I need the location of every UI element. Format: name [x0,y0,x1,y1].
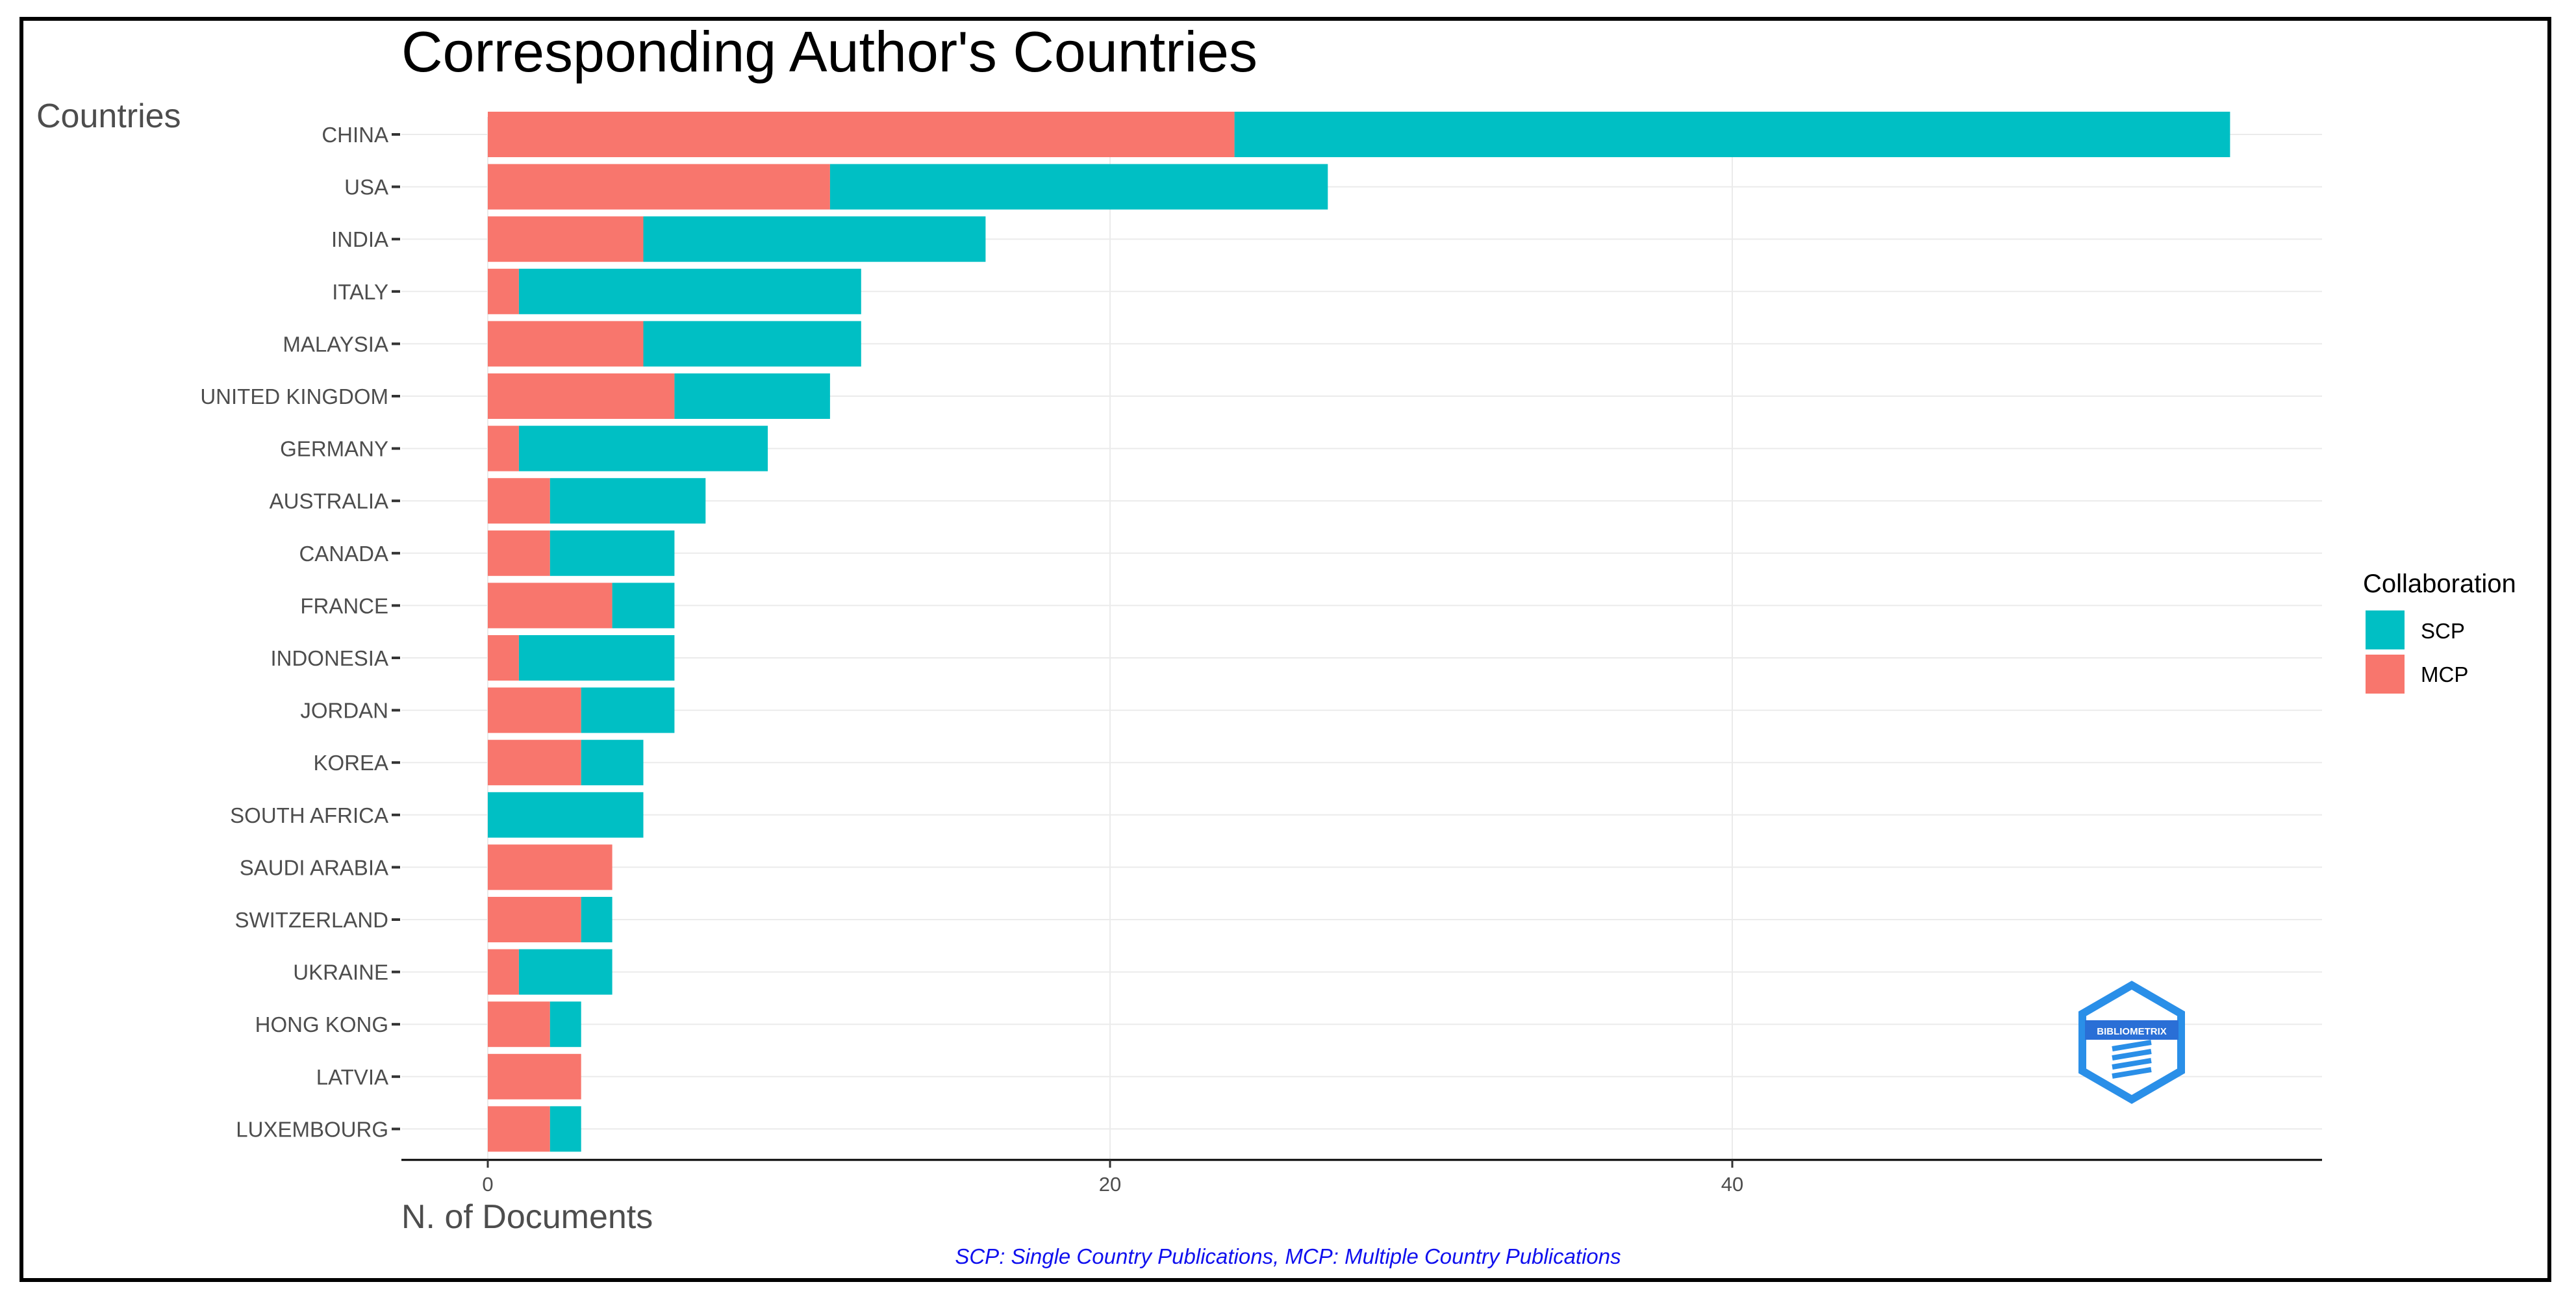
bar-scp [612,583,675,629]
bar-mcp [488,1053,581,1099]
bar-scp [549,478,706,524]
bibliometrix-logo: BIBLIOMETRIX [2078,981,2185,1104]
bar-mcp [488,478,550,524]
bar-mcp [488,1001,550,1048]
axis-layer [392,133,2322,1168]
bar-mcp [488,373,675,419]
bar-mcp [488,321,644,367]
bar-mcp [488,164,830,210]
bar-mcp [488,897,581,942]
y-tick-label: MALAYSIA [283,332,388,356]
y-tick-label: INDONESIA [270,646,388,670]
y-tick-label: FRANCE [300,594,388,618]
legend-swatch-mcp [2366,655,2405,694]
y-tick-label: CANADA [299,542,388,566]
y-tick-label: SOUTH AFRICA [230,803,388,827]
legend-swatch-scp [2366,610,2405,649]
y-tick-label: JORDAN [300,699,388,723]
legend-label-scp: SCP [2421,619,2465,643]
y-tick-label: ITALY [332,280,388,304]
y-tick-label: KOREA [313,751,388,775]
bar-scp [643,216,986,262]
bar-mcp [488,583,612,629]
y-tick-label: SAUDI ARABIA [240,855,388,879]
bar-scp [518,268,861,314]
logo-stairs-icon [2112,1040,2152,1079]
x-tick-label: 40 [1721,1173,1743,1196]
bar-scp [549,530,675,576]
bar-scp [581,687,675,733]
y-tick-label: AUSTRALIA [270,489,388,513]
logo-text: BIBLIOMETRIX [2097,1026,2167,1037]
bar-scp [549,1106,581,1152]
x-tick-label: 0 [482,1173,493,1196]
logo-banner [2085,1020,2178,1040]
bar-mcp [488,268,519,314]
bar-scp [518,635,675,681]
y-axis-label: Countries [36,97,181,135]
bar-scp [581,897,612,942]
bar-mcp [488,530,550,576]
bar-scp [518,949,612,995]
hexagon-logo-icon [2078,981,2185,1104]
bar-mcp [488,216,644,262]
bar-mcp [488,425,519,471]
bar-scp [829,164,1328,210]
bar-mcp [488,635,519,681]
y-tick-label: INDIA [331,227,388,251]
bar-layer [488,112,2230,1152]
y-tick-label: CHINA [322,123,388,147]
legend-title: Collaboration [2363,570,2516,598]
y-tick-label: SWITZERLAND [234,908,388,932]
bar-scp [488,792,644,838]
bar-mcp [488,740,581,786]
y-tick-label: UKRAINE [293,961,388,985]
bar-scp [581,740,644,786]
chart-title: Corresponding Author's Countries [401,19,1257,84]
bar-mcp [488,844,612,890]
bar-scp [518,425,768,471]
y-tick-label: UNITED KINGDOM [200,384,388,408]
x-axis-label: N. of Documents [401,1198,653,1236]
bar-mcp [488,687,581,733]
x-tick-label: 20 [1099,1173,1121,1196]
y-tick-label: USA [344,175,388,199]
bar-mcp [488,949,519,995]
footnote: SCP: Single Country Publications, MCP: M… [955,1244,1621,1268]
bar-scp [1234,112,2230,157]
bar-scp [643,321,861,367]
legend-label-mcp: MCP [2421,662,2468,686]
bar-scp [674,373,830,419]
y-tick-label: LATVIA [316,1065,388,1089]
y-tick-label: HONG KONG [255,1012,388,1036]
bar-scp [549,1001,581,1048]
bar-mcp [488,1106,550,1152]
label-layer: CHINA USA INDIA ITALY MALAYSIA UNITED KINGDOM… [200,123,1743,1196]
legend: Collaboration SCP MCP [2363,570,2516,694]
y-tick-label: LUXEMBOURG [236,1117,388,1141]
y-tick-label: GERMANY [280,437,388,461]
bar-mcp [488,112,1235,157]
